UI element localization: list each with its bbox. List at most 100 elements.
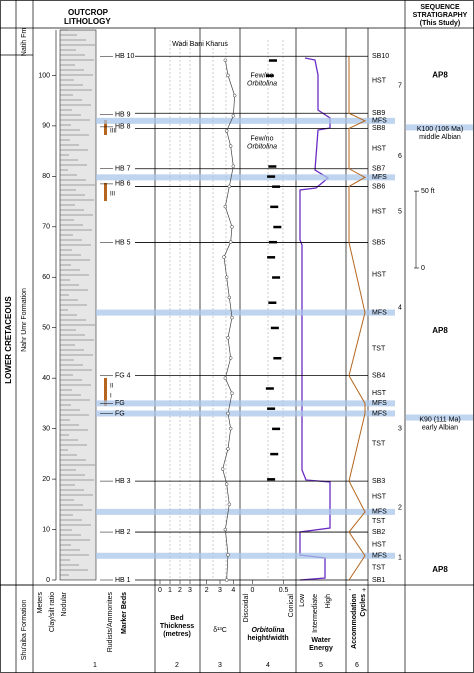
mfs-band xyxy=(96,508,395,515)
orbitolina-bar xyxy=(270,452,279,456)
column-label: High xyxy=(325,594,332,609)
d13c-point xyxy=(226,553,230,557)
depth-label: 40 xyxy=(42,375,50,382)
depth-label: 10 xyxy=(42,526,50,533)
sequence-number: 4 xyxy=(398,304,402,311)
depth-label: 90 xyxy=(42,123,50,130)
tract-label: HST xyxy=(372,208,387,215)
column-label: Intermediate xyxy=(312,594,319,633)
boundary-label: K100 (106 Ma) xyxy=(417,126,463,133)
column-label: Thickness xyxy=(160,623,194,630)
orbitolina-bar xyxy=(267,407,276,410)
mfs-band xyxy=(96,174,395,181)
marker-label: HB 9 xyxy=(115,112,131,119)
column-label: Low xyxy=(299,593,306,607)
mfs-band xyxy=(96,410,395,417)
surface-label: SB2 xyxy=(372,529,385,536)
column-label: Water xyxy=(311,637,330,644)
mfs-band xyxy=(96,552,395,559)
marker-bed-label: II xyxy=(110,383,114,389)
mfs-band xyxy=(96,309,395,316)
tract-label: HST xyxy=(372,272,387,279)
depth-label: 0 xyxy=(46,577,50,584)
orbitolina-bar xyxy=(273,225,282,229)
water-energy-curve xyxy=(299,57,331,581)
d13c-point xyxy=(230,315,234,320)
column-label: Bed xyxy=(170,615,183,622)
tract-label: HST xyxy=(372,494,387,501)
surface-label: SB5 xyxy=(372,239,385,246)
surface-label: SB8 xyxy=(372,125,385,132)
header-strat: SEQUENCE xyxy=(420,4,460,11)
orbitolina-note: Few/no xyxy=(251,72,274,79)
marker-bed-label: III xyxy=(110,192,115,198)
marker-label: FG xyxy=(115,410,125,417)
d13c-point xyxy=(226,447,230,451)
column-label: 1 xyxy=(93,662,97,669)
x-tick-label: 2 xyxy=(205,587,209,594)
surface-label: MFS xyxy=(372,174,387,181)
supersequence: AP8 xyxy=(432,326,448,335)
depth-label: 60 xyxy=(42,274,50,281)
x-tick-label: 3 xyxy=(218,587,222,594)
depth-label: 100 xyxy=(38,72,50,79)
tract-label: HST xyxy=(372,77,387,84)
surface-label: MFS xyxy=(372,118,387,125)
marker-beds xyxy=(104,120,107,406)
surface-label: MFS xyxy=(372,400,387,407)
mfs-band xyxy=(96,117,395,124)
boundary-label: early Albian xyxy=(422,424,458,431)
d13c-point xyxy=(223,527,228,532)
column-label: Meters xyxy=(37,592,44,614)
d13c-line xyxy=(222,60,236,581)
orbitolina-bar xyxy=(273,356,282,360)
orbitolina-bar xyxy=(268,240,277,244)
surface-label: MFS xyxy=(372,509,387,516)
supersequence: AP8 xyxy=(432,565,448,574)
d13c-point xyxy=(224,275,229,279)
marker-label: FG 4 xyxy=(115,372,131,379)
column-label: 5 xyxy=(319,662,323,669)
ft-label: 50 ft xyxy=(421,188,435,195)
column-label: Orbitolina xyxy=(251,627,284,634)
d13c-point xyxy=(224,129,229,133)
d13c-point xyxy=(226,336,230,340)
x-tick-label: 0 xyxy=(250,587,254,594)
column-label: δ¹³C xyxy=(213,627,227,634)
column-label: height/width xyxy=(247,635,288,642)
d13c-point xyxy=(224,482,229,486)
orbitolina-bar xyxy=(268,165,277,168)
d13c-point xyxy=(228,144,233,148)
x-tick-label: 4 xyxy=(231,587,235,594)
column-label: Cycles xyxy=(360,594,367,617)
orbitolina-bar xyxy=(272,276,281,279)
d13c-point xyxy=(223,376,228,380)
x-tick-label: 1 xyxy=(168,587,172,594)
orbitolina-bar xyxy=(268,301,277,304)
header-strat: STRATIGRAPHY xyxy=(413,12,468,19)
surface-label: MFS xyxy=(372,410,387,417)
boundary-band xyxy=(406,414,473,421)
header-lithology: LITHOLOGY xyxy=(64,17,111,26)
d13c-point xyxy=(232,93,237,98)
column-label: Energy xyxy=(309,645,333,652)
lithology-beds xyxy=(60,29,95,576)
d13c-point xyxy=(227,184,232,189)
top-formation: Natih Fm xyxy=(21,28,28,57)
column-label: Nodular xyxy=(61,591,68,616)
boundary-band xyxy=(406,124,473,131)
column-label: Marker Beds xyxy=(121,592,128,634)
tract-label: HST xyxy=(372,542,387,549)
surface-label: MFS xyxy=(372,309,387,316)
tract-label: TST xyxy=(372,518,386,525)
orbitolina-bar xyxy=(272,185,281,188)
orbitolina-bar xyxy=(265,74,274,77)
column-label: Accommodation xyxy=(351,594,358,649)
depth-label: 70 xyxy=(42,224,50,231)
surface-label: SB4 xyxy=(372,372,385,379)
marker-bed-label: I xyxy=(110,393,112,399)
depth-label: 30 xyxy=(42,425,50,432)
accommodation-tick: + xyxy=(362,587,366,594)
x-tick-label: 3 xyxy=(188,587,192,594)
